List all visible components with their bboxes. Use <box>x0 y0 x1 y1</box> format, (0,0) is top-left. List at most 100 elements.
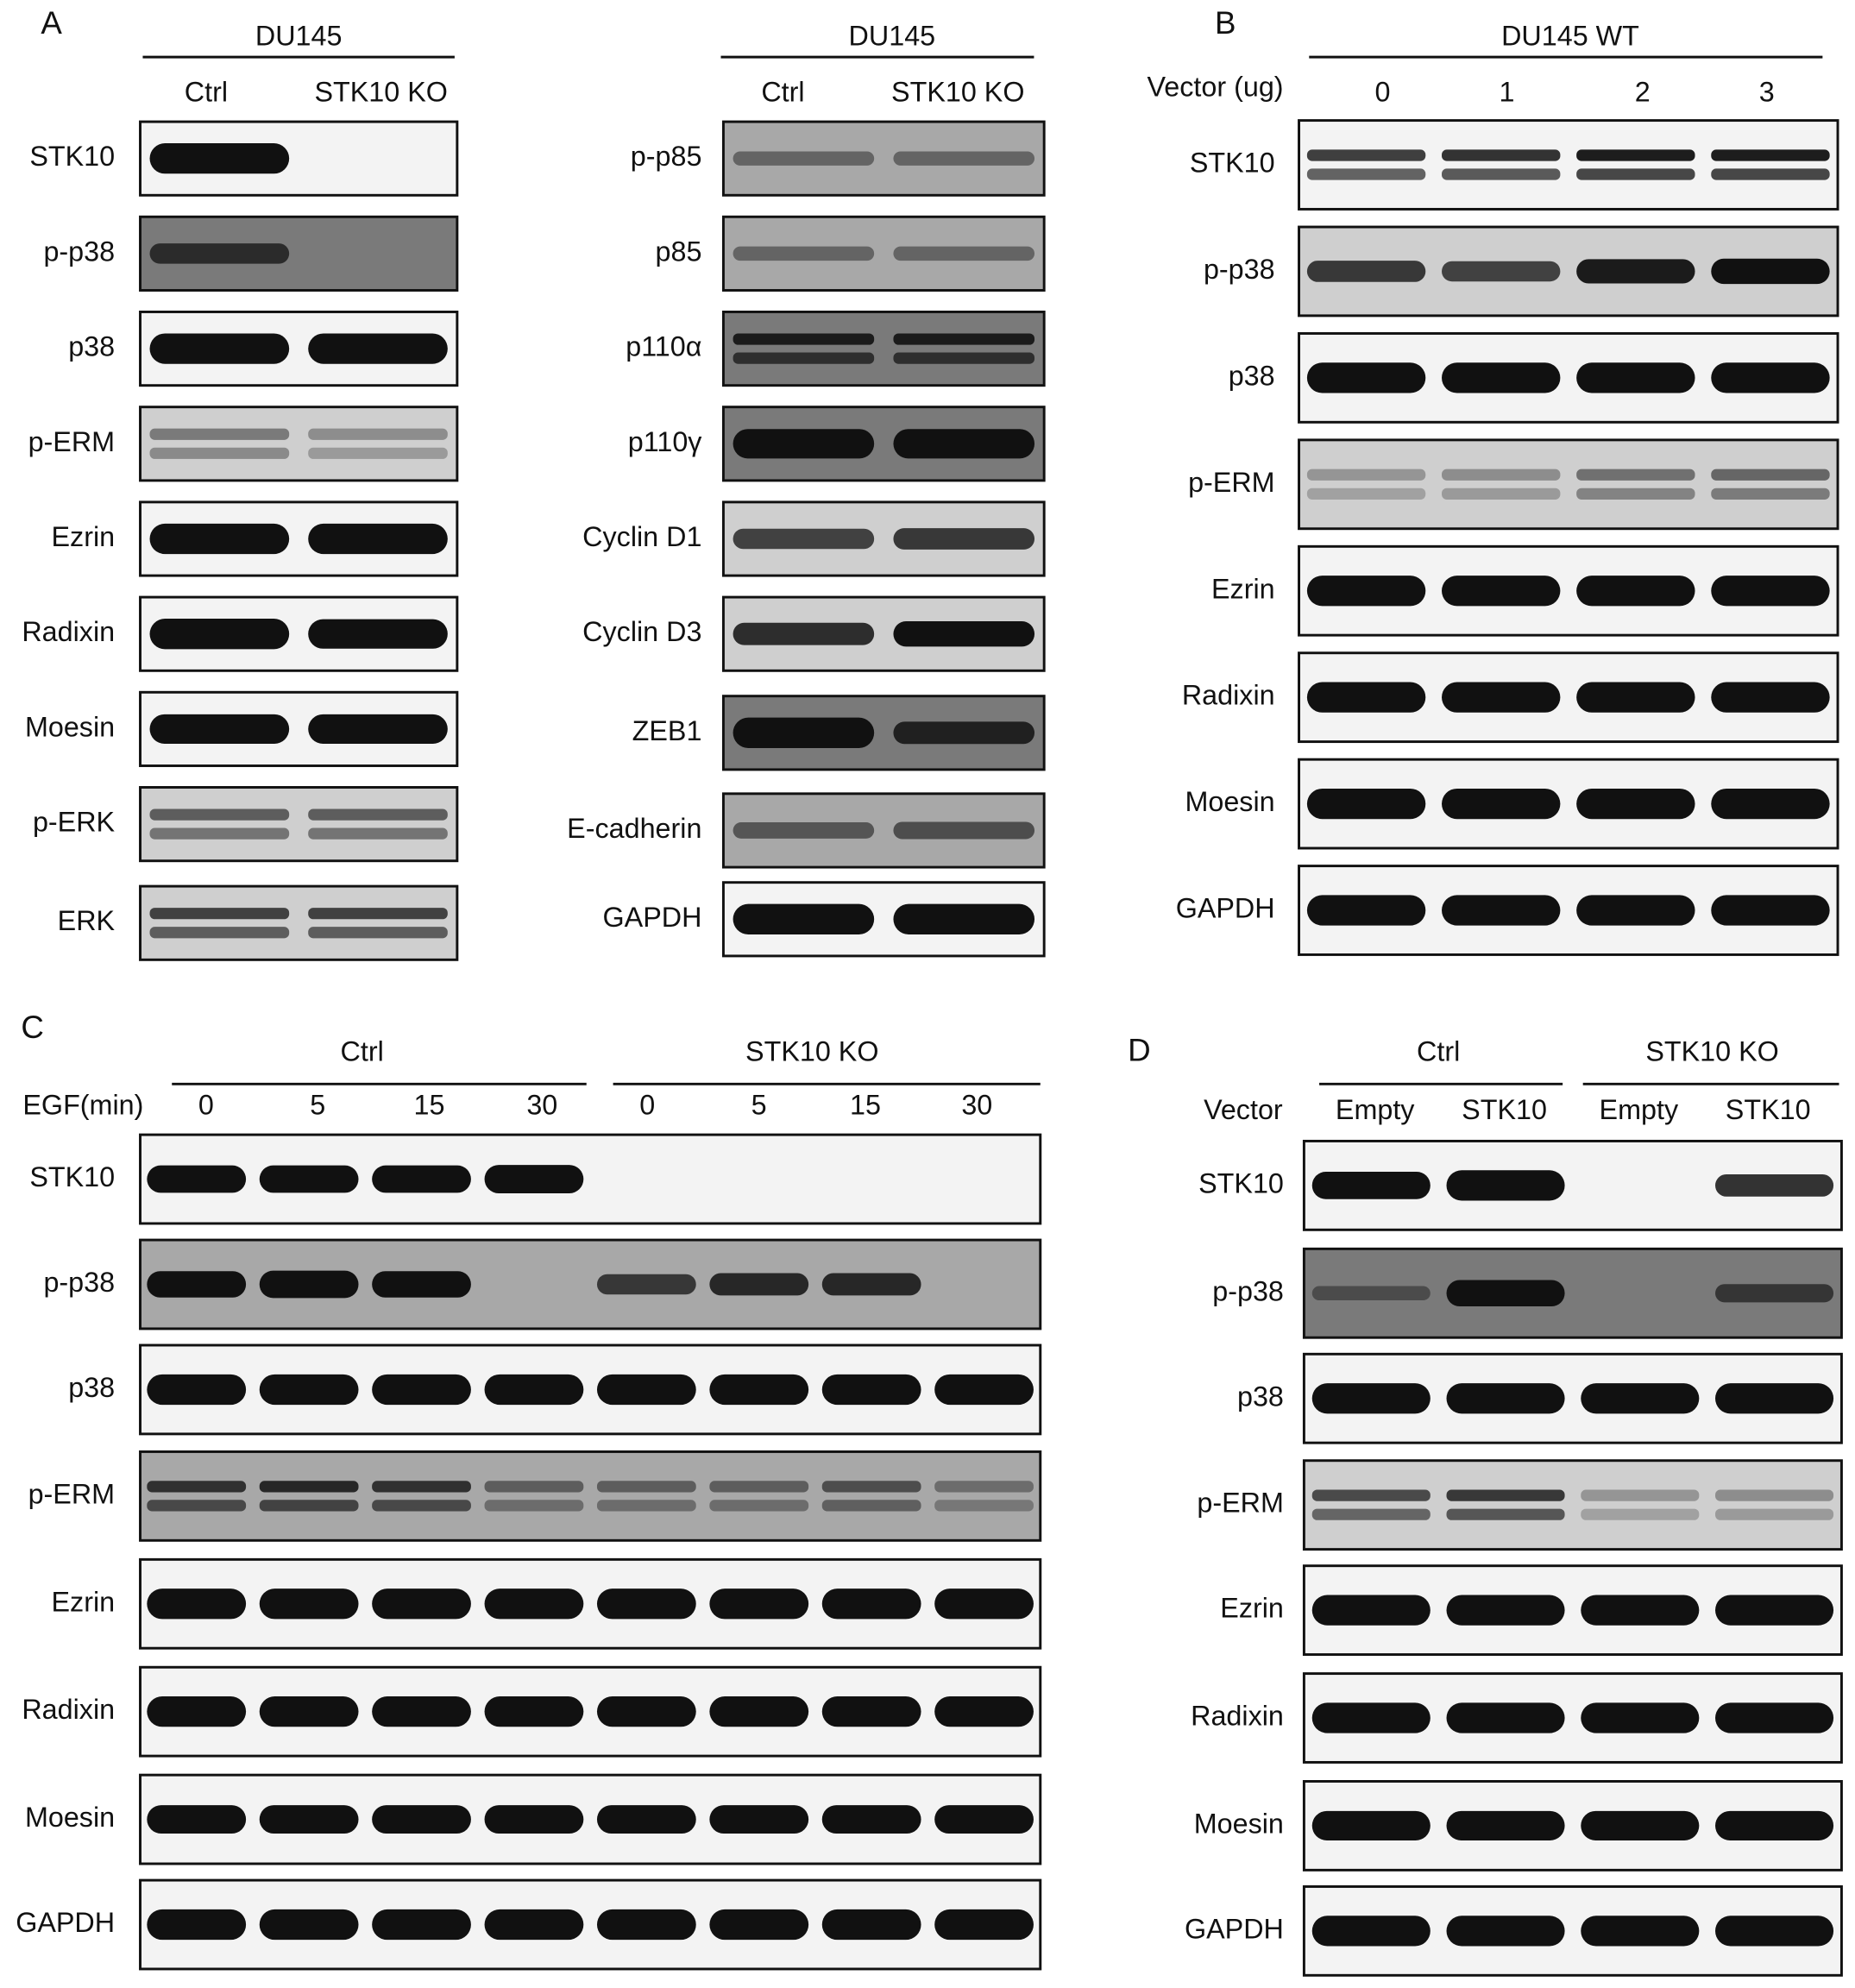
band <box>308 827 448 840</box>
blot-frame <box>139 884 459 961</box>
band <box>596 1589 696 1620</box>
blot <box>139 215 459 292</box>
row-label: Moesin <box>25 711 115 742</box>
lane-label: Empty <box>1600 1094 1679 1125</box>
band <box>259 1374 359 1406</box>
band <box>1576 259 1695 284</box>
band <box>733 429 875 459</box>
panel-label: C <box>21 1010 44 1045</box>
band <box>147 1696 247 1727</box>
band <box>934 1481 1034 1493</box>
band <box>821 1273 921 1296</box>
band <box>259 1500 359 1512</box>
band <box>149 714 290 744</box>
row-label: p85 <box>656 236 702 267</box>
band <box>372 1165 471 1193</box>
lane-label: 5 <box>310 1089 325 1120</box>
band <box>733 622 875 645</box>
band <box>484 1374 584 1406</box>
band <box>259 1270 359 1299</box>
band <box>1711 258 1830 285</box>
row-label: Radixin <box>22 616 115 647</box>
band <box>149 333 290 364</box>
blot <box>721 406 1046 482</box>
row-label: p-ERM <box>1188 467 1275 498</box>
band <box>893 903 1035 934</box>
blot <box>139 786 459 863</box>
band <box>709 1696 809 1727</box>
panel-label: D <box>1128 1032 1151 1067</box>
band <box>1311 1172 1431 1199</box>
band <box>149 619 290 650</box>
band <box>1442 149 1561 161</box>
band <box>1576 488 1695 500</box>
band <box>1581 1916 1700 1947</box>
column-title: Vector <box>1204 1094 1283 1125</box>
group-header: Ctrl <box>341 1036 384 1067</box>
column-title: EGF(min) <box>22 1089 143 1120</box>
band <box>934 1500 1034 1512</box>
row-label: STK10 <box>1190 148 1275 179</box>
blot <box>1298 758 1839 850</box>
lane-label: 0 <box>639 1089 655 1120</box>
row-label: p-p38 <box>43 1267 115 1298</box>
band <box>934 1909 1034 1941</box>
band <box>1711 576 1830 607</box>
blot-frame <box>721 120 1046 197</box>
blot <box>139 406 459 482</box>
band <box>372 1589 471 1620</box>
band <box>372 1805 471 1834</box>
lane-label: 0 <box>1375 76 1391 107</box>
band <box>1442 261 1561 282</box>
band <box>1442 488 1561 500</box>
row-label: p110γ <box>628 426 702 457</box>
band <box>147 1589 247 1620</box>
lane-label: 0 <box>198 1089 214 1120</box>
band <box>308 908 448 920</box>
blot <box>721 215 1046 292</box>
row-label: p-ERK <box>33 807 116 838</box>
band <box>1715 1702 1834 1733</box>
row-label: Ezrin <box>1220 1593 1284 1624</box>
band <box>934 1374 1034 1406</box>
band <box>1306 576 1426 607</box>
band <box>1715 1383 1834 1414</box>
band <box>821 1696 921 1727</box>
band <box>308 333 448 364</box>
lane-label: 30 <box>961 1089 992 1120</box>
blot <box>139 690 459 767</box>
band <box>1581 1489 1700 1501</box>
band <box>372 1271 471 1298</box>
blot-frame <box>139 786 459 863</box>
band <box>372 1696 471 1727</box>
row-label: p-ERM <box>28 1478 116 1509</box>
blot <box>1298 865 1839 956</box>
band <box>1306 895 1426 926</box>
row-label: p38 <box>68 331 115 362</box>
band <box>1711 788 1830 820</box>
band <box>893 151 1035 166</box>
lane-label: 3 <box>1759 76 1775 107</box>
band <box>1581 1383 1700 1414</box>
band <box>733 333 875 345</box>
band <box>484 1481 584 1493</box>
blot <box>721 500 1046 577</box>
band <box>821 1481 921 1493</box>
band <box>934 1696 1034 1727</box>
band <box>1311 1383 1431 1414</box>
band <box>484 1589 584 1620</box>
blot-frame <box>139 1450 1042 1542</box>
band <box>821 1500 921 1512</box>
band <box>1306 488 1426 500</box>
band <box>1446 1916 1565 1947</box>
band <box>1715 1916 1834 1947</box>
lane-label: STK10 <box>1726 1094 1811 1125</box>
band <box>1311 1286 1431 1301</box>
blot-frame <box>1298 119 1839 211</box>
band <box>733 151 875 166</box>
band <box>1715 1810 1834 1840</box>
blot <box>139 311 459 387</box>
column-title: Vector (ug) <box>1148 71 1284 102</box>
band <box>484 1909 584 1941</box>
